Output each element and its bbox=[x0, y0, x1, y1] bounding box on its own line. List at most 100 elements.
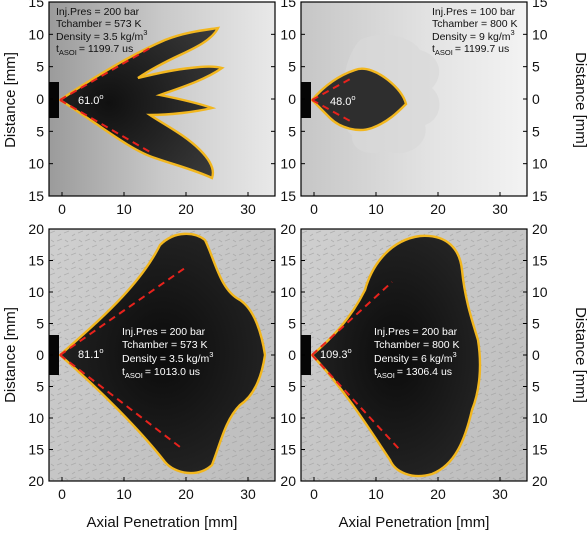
spray-plume-outline bbox=[57, 26, 225, 180]
x-axis-label-left: Axial Penetration [mm] bbox=[87, 514, 238, 531]
cone-angle-lines bbox=[59, 47, 151, 153]
time-asoi-label: tASOI = 1306.4 us bbox=[374, 366, 452, 380]
panel-top-left bbox=[48, 1, 276, 197]
cone-angle-lines bbox=[311, 77, 353, 123]
density-label: Density = 9 kg/m3 bbox=[432, 28, 515, 43]
y-tick-label: 10 bbox=[280, 284, 296, 300]
x-tick-label: 10 bbox=[116, 201, 132, 217]
y-axis-label-bottom-right: Distance [mm] bbox=[572, 307, 587, 403]
panel-bottom-right bbox=[300, 228, 528, 482]
y-tick-label: 10 bbox=[532, 26, 548, 42]
y-tick-label: 10 bbox=[28, 156, 44, 172]
y-tick-label: 10 bbox=[280, 410, 296, 426]
y-tick-label: 0 bbox=[288, 347, 296, 363]
y-tick-label: 5 bbox=[288, 316, 296, 332]
spray-plume-outline bbox=[310, 67, 408, 132]
annotation-top-right: Inj.Pres = 100 bar Tchamber = 800 K Dens… bbox=[330, 6, 518, 108]
y-axis-label-top-right: Distance [mm] bbox=[572, 52, 587, 148]
density-label: Density = 6 kg/m3 bbox=[374, 350, 457, 365]
x-tick-label: 0 bbox=[310, 486, 318, 502]
time-asoi-label: tASOI = 1013.0 us bbox=[122, 366, 200, 380]
spray-plume-outline bbox=[310, 234, 482, 478]
x-tick-label: 10 bbox=[368, 201, 384, 217]
injection-pressure-label: Inj.Pres = 100 bar bbox=[432, 6, 516, 18]
y-tick-label: 15 bbox=[532, 0, 548, 10]
chamber-temperature-label: Tchamber = 573 K bbox=[122, 339, 208, 351]
y-tick-label: 5 bbox=[532, 59, 540, 75]
x-tick-label: 10 bbox=[368, 486, 384, 502]
chamber-temperature-label: Tchamber = 573 K bbox=[56, 18, 142, 30]
x-tick-label: 30 bbox=[492, 486, 508, 502]
chamber-temperature-label: Tchamber = 800 K bbox=[374, 339, 460, 351]
y-tick-label: 0 bbox=[532, 91, 540, 107]
y-tick-label: 10 bbox=[532, 410, 548, 426]
x-tick-label: 10 bbox=[116, 486, 132, 502]
y-tick-label: 20 bbox=[532, 473, 548, 489]
y-tick-label: 15 bbox=[28, 0, 44, 10]
y-tick-label: 5 bbox=[288, 123, 296, 139]
y-tick-label: 10 bbox=[532, 284, 548, 300]
x-tick-label: 20 bbox=[178, 201, 194, 217]
y-tick-label: 15 bbox=[280, 0, 296, 10]
y-tick-label: 15 bbox=[28, 253, 44, 269]
injection-pressure-label: Inj.Pres = 200 bar bbox=[122, 326, 206, 338]
x-tick-label: 30 bbox=[492, 201, 508, 217]
y-tick-label: 20 bbox=[28, 221, 44, 237]
y-tick-label: 5 bbox=[36, 59, 44, 75]
cone-angle-lines bbox=[311, 281, 401, 451]
y-tick-label: 10 bbox=[28, 26, 44, 42]
x-tick-label: 0 bbox=[58, 201, 66, 217]
x-tick-label: 30 bbox=[240, 201, 256, 217]
y-tick-label: 20 bbox=[28, 473, 44, 489]
annotation-bottom-left: Inj.Pres = 200 bar Tchamber = 573 K Dens… bbox=[78, 326, 213, 380]
injector-tip bbox=[49, 335, 59, 375]
injector-tip bbox=[301, 82, 311, 118]
cone-angle-value: 81.1o bbox=[78, 346, 104, 361]
x-tick-label: 20 bbox=[430, 486, 446, 502]
annotation-top-left: Inj.Pres = 200 bar Tchamber = 573 K Dens… bbox=[56, 6, 147, 107]
x-tick-label: 30 bbox=[240, 486, 256, 502]
y-tick-label: 20 bbox=[532, 221, 548, 237]
density-label: Density = 3.5 kg/m3 bbox=[56, 28, 147, 43]
chamber-temperature-label: Tchamber = 800 K bbox=[432, 18, 518, 30]
cone-angle-value: 109.3o bbox=[320, 346, 352, 361]
injection-pressure-label: Inj.Pres = 200 bar bbox=[56, 6, 140, 18]
y-tick-label: 15 bbox=[532, 253, 548, 269]
y-tick-label: 5 bbox=[36, 123, 44, 139]
y-tick-label: 5 bbox=[288, 379, 296, 395]
x-tick-label: 20 bbox=[178, 486, 194, 502]
cone-angle-value: 48.0o bbox=[330, 93, 356, 108]
annotation-bottom-right: Inj.Pres = 200 bar Tchamber = 800 K Dens… bbox=[320, 326, 460, 380]
y-axis-label-top-left: Distance [mm] bbox=[2, 52, 19, 148]
y-tick-label: 5 bbox=[288, 59, 296, 75]
y-tick-label: 15 bbox=[532, 442, 548, 458]
y-tick-label: 5 bbox=[36, 379, 44, 395]
y-tick-label: 15 bbox=[280, 253, 296, 269]
x-tick-label: 20 bbox=[430, 201, 446, 217]
y-tick-label: 5 bbox=[532, 123, 540, 139]
y-tick-label: 20 bbox=[280, 221, 296, 237]
panel-bottom-left bbox=[48, 228, 276, 482]
x-tick-label: 0 bbox=[310, 201, 318, 217]
y-tick-label: 10 bbox=[532, 156, 548, 172]
panel-top-right bbox=[300, 1, 528, 197]
y-tick-label: 15 bbox=[28, 442, 44, 458]
y-axis-label-bottom-left: Distance [mm] bbox=[2, 307, 19, 403]
y-tick-label: 5 bbox=[36, 316, 44, 332]
y-tick-label: 5 bbox=[532, 379, 540, 395]
cone-angle-lines bbox=[59, 267, 186, 448]
injection-pressure-label: Inj.Pres = 200 bar bbox=[374, 326, 458, 338]
time-asoi-label: tASOI = 1199.7 us bbox=[432, 43, 509, 57]
y-tick-label: 0 bbox=[532, 347, 540, 363]
time-asoi-label: tASOI = 1199.7 us bbox=[56, 43, 133, 57]
y-tick-label: 0 bbox=[36, 91, 44, 107]
y-tick-label: 20 bbox=[280, 473, 296, 489]
injector-tip bbox=[49, 82, 59, 118]
y-tick-label: 10 bbox=[280, 26, 296, 42]
axis-ticks: 0 10 20 30 0 10 20 30 0 10 20 30 0 10 20 30 15 15 15 10 10 10… bbox=[28, 0, 547, 502]
density-label: Density = 3.5 kg/m3 bbox=[122, 350, 213, 365]
y-tick-label: 15 bbox=[280, 188, 296, 204]
y-tick-label: 15 bbox=[280, 442, 296, 458]
spray-plume-outline bbox=[58, 232, 267, 475]
